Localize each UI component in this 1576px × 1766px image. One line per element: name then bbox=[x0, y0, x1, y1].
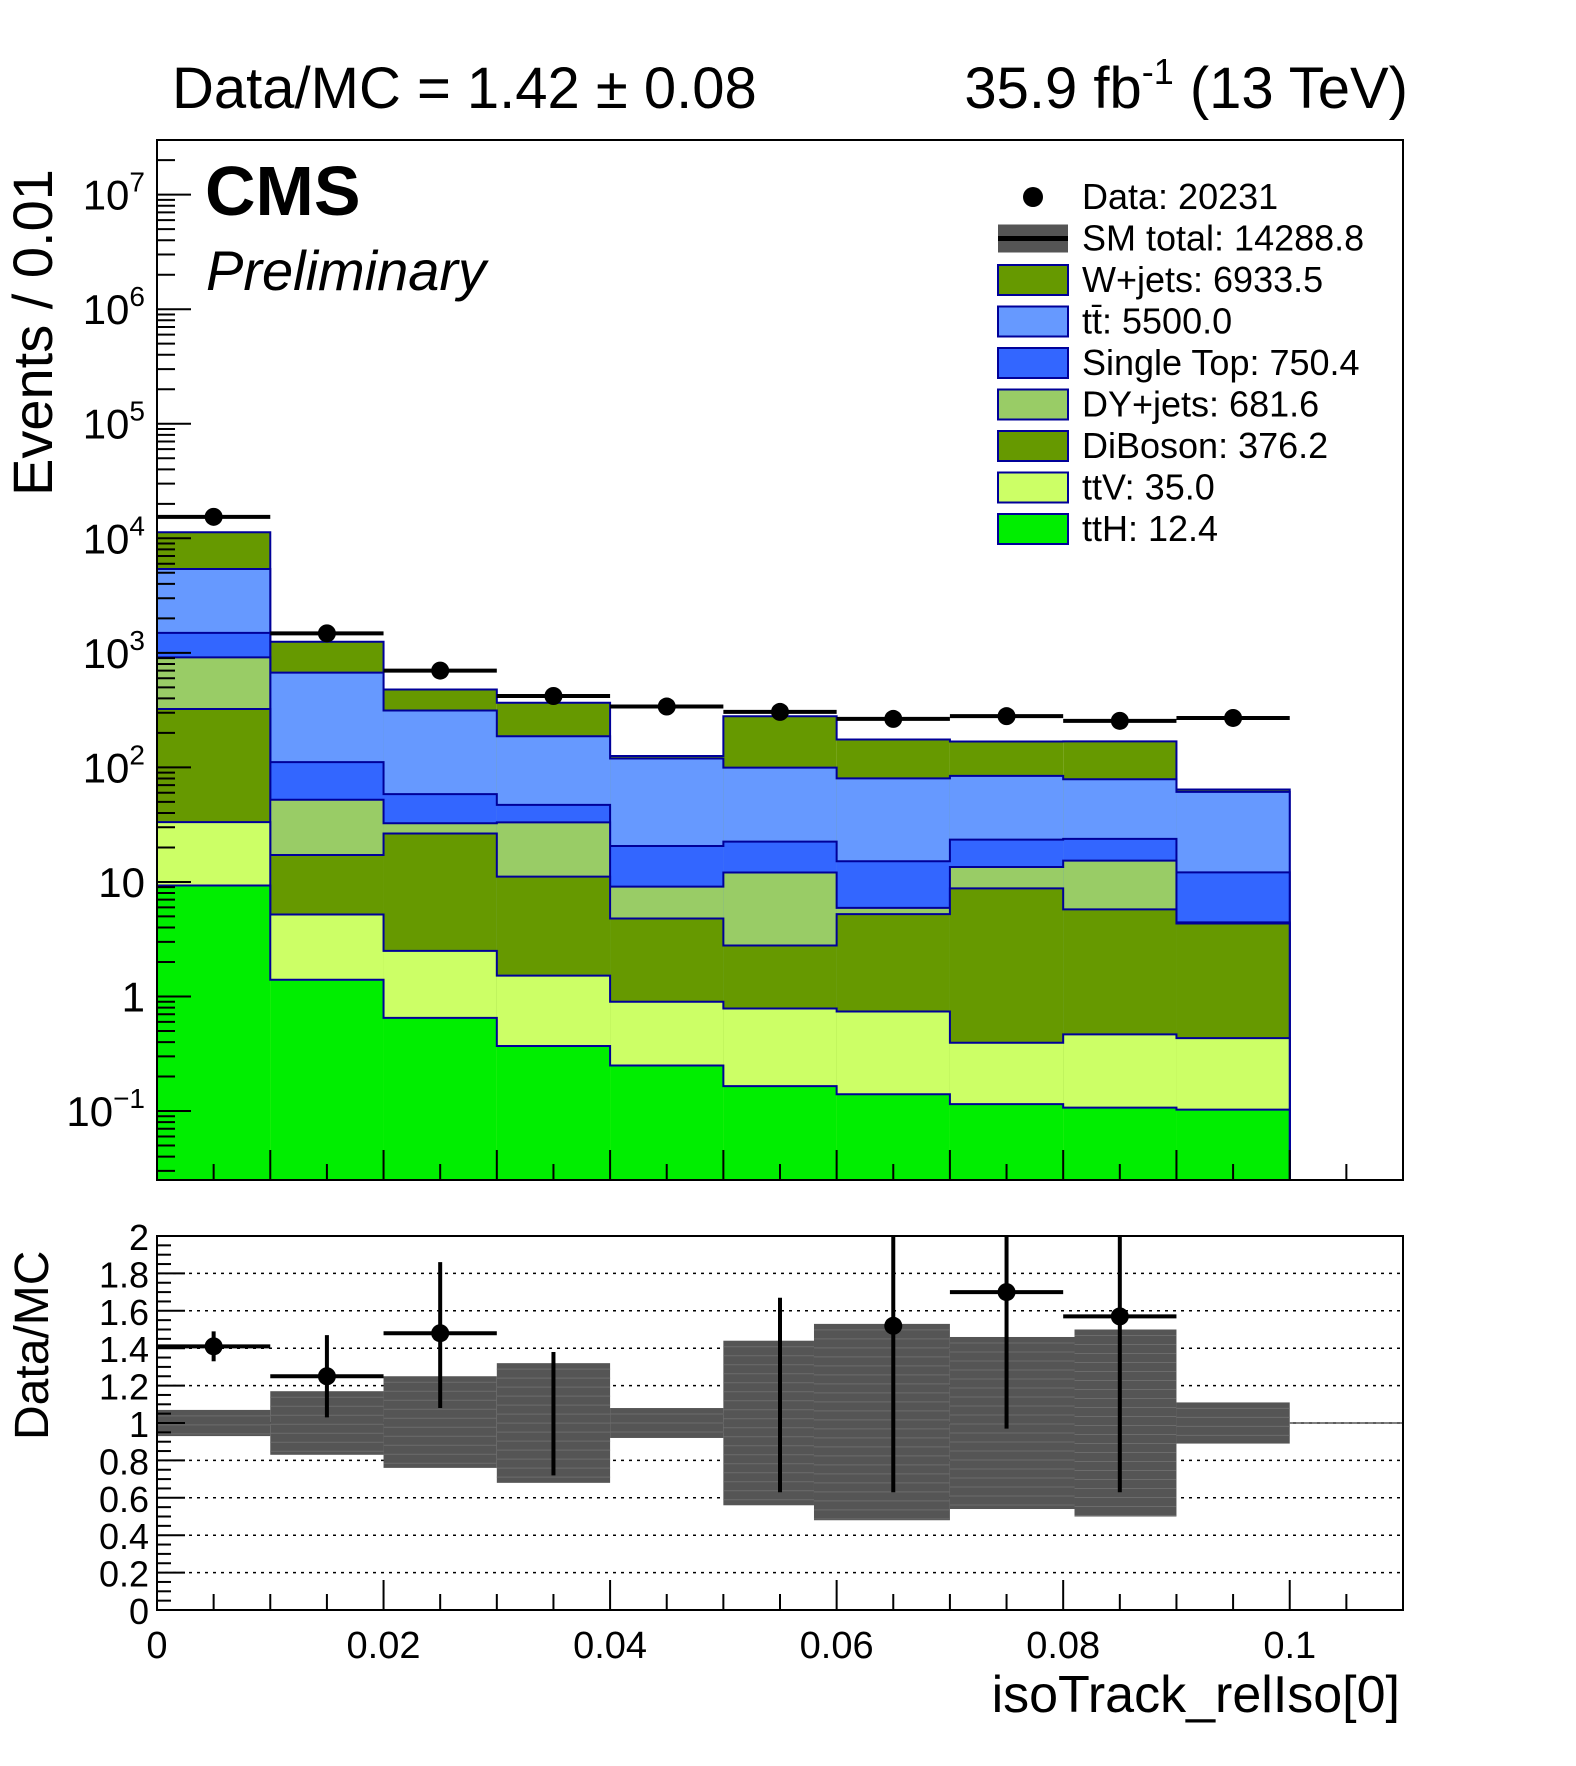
legend-box-ttv bbox=[997, 471, 1069, 504]
legend-box-dy-jets bbox=[997, 388, 1069, 421]
data-point-bin-0 bbox=[204, 507, 223, 526]
lumi-header: 35.9 fb-1 (13 TeV) bbox=[964, 51, 1408, 121]
preliminary-label: Preliminary bbox=[206, 239, 489, 302]
ratio-unc-band-bin-6 bbox=[813, 1323, 950, 1521]
ratio-y-tick-label: 1.8 bbox=[99, 1254, 149, 1295]
bar-tth-bin-4 bbox=[610, 1065, 724, 1180]
x-tick-label: 0.06 bbox=[800, 1625, 874, 1667]
data-point-bin-7 bbox=[997, 707, 1016, 726]
ratio-point-2 bbox=[431, 1324, 450, 1343]
data-mc-ratio-header: Data/MC = 1.42 ± 0.08 bbox=[172, 56, 757, 121]
legend-box-tth bbox=[997, 513, 1069, 545]
outline-single-top bbox=[156, 631, 1291, 1180]
y-tick-label: 107 bbox=[83, 167, 145, 219]
legend-label: DY+jets: 681.6 bbox=[1082, 384, 1319, 425]
y-tick-label: 102 bbox=[83, 739, 145, 791]
ratio-point-5 bbox=[884, 1316, 903, 1335]
legend-label: ttV: 35.0 bbox=[1082, 467, 1215, 508]
ratio-panel: 00.20.40.60.811.21.41.61.820 0.02 0.04 0.06… bbox=[99, 1217, 1404, 1667]
data-point-bin-3 bbox=[544, 687, 563, 706]
data-point-bin-6 bbox=[884, 709, 903, 728]
y-tick-label: 103 bbox=[83, 625, 145, 677]
y-tick-label: 1 bbox=[122, 973, 145, 1020]
legend-label: SM total: 14288.8 bbox=[1082, 218, 1364, 259]
outline-ttv bbox=[156, 821, 1291, 1180]
ratio-point-1 bbox=[317, 1367, 336, 1386]
ratio-unc-band-bin-9 bbox=[1176, 1402, 1290, 1444]
ratio-unc-band-bin-8 bbox=[1074, 1329, 1177, 1517]
outline-tth bbox=[156, 884, 1291, 1180]
ratio-point-0 bbox=[204, 1337, 223, 1356]
legend-label: ttH: 12.4 bbox=[1082, 508, 1218, 549]
data-point-bin-8 bbox=[1110, 711, 1129, 730]
bar-tth-bin-3 bbox=[496, 1045, 611, 1180]
x-tick-label: 0.04 bbox=[573, 1625, 647, 1667]
y-tick-label: 10 bbox=[98, 859, 145, 906]
main-y-axis-label: Events / 0.01 bbox=[1, 169, 64, 496]
legend-marker-data bbox=[1023, 187, 1043, 207]
data-point-bin-9 bbox=[1224, 708, 1243, 727]
ratio-unc-band-bin-7 bbox=[949, 1336, 1075, 1510]
data-point-bin-4 bbox=[657, 697, 676, 716]
legend-box-diboson bbox=[997, 430, 1069, 462]
ratio-y-tick-label: 0.4 bbox=[99, 1516, 149, 1557]
y-tick-label: 10−1 bbox=[66, 1083, 145, 1135]
bar-tth-bin-1 bbox=[270, 979, 384, 1180]
ratio-y-tick-label: 1.6 bbox=[99, 1292, 149, 1333]
y-tick-label: 105 bbox=[83, 396, 145, 448]
legend-box-single-top bbox=[997, 347, 1069, 379]
x-axis-label: isoTrack_relIso[0] bbox=[992, 1666, 1400, 1724]
ratio-y-tick-label: 0.8 bbox=[99, 1441, 149, 1482]
bar-tth-bin-2 bbox=[383, 1017, 497, 1180]
legend-label: tt̄: 5500.0 bbox=[1082, 301, 1232, 342]
data-point-bin-2 bbox=[431, 661, 450, 680]
ratio-y-tick-label: 0.6 bbox=[99, 1479, 149, 1520]
x-tick-label: 0.02 bbox=[347, 1625, 421, 1667]
ratio-point-6 bbox=[997, 1283, 1016, 1302]
ratio-unc-band-bin-5 bbox=[723, 1340, 814, 1506]
outline-dy-jets bbox=[156, 656, 1291, 1180]
bar-tth-bin-0 bbox=[157, 885, 271, 1180]
ratio-y-tick-label: 1.4 bbox=[99, 1329, 149, 1370]
ratio-y-tick-label: 0.2 bbox=[99, 1554, 149, 1595]
legend-label: Single Top: 750.4 bbox=[1082, 342, 1360, 383]
legend-box-w-jets bbox=[997, 264, 1069, 296]
x-tick-label: 0 bbox=[146, 1625, 167, 1667]
x-tick-label: 0.08 bbox=[1026, 1625, 1100, 1667]
legend-label: DiBoson: 376.2 bbox=[1082, 425, 1328, 466]
y-tick-label: 106 bbox=[83, 281, 145, 333]
ratio-y-tick-label: 1.2 bbox=[99, 1367, 149, 1408]
outline-tt bbox=[156, 568, 1291, 1180]
legend-box-tt bbox=[997, 305, 1069, 338]
legend-label: W+jets: 6933.5 bbox=[1082, 259, 1323, 300]
ratio-y-axis-label: Data/MC bbox=[6, 1251, 59, 1440]
legend-label: Data: 20231 bbox=[1082, 176, 1278, 217]
ratio-point-7 bbox=[1110, 1307, 1129, 1326]
cms-label: CMS bbox=[205, 152, 361, 230]
x-tick-label: 0.1 bbox=[1263, 1625, 1316, 1667]
ratio-y-tick-label: 0 bbox=[129, 1591, 149, 1632]
data-point-bin-5 bbox=[771, 702, 789, 721]
ratio-y-tick-label: 1 bbox=[129, 1404, 149, 1445]
y-tick-label: 104 bbox=[83, 510, 145, 562]
outline-diboson bbox=[156, 708, 1291, 1180]
data-point-bin-1 bbox=[317, 624, 336, 643]
ratio-y-tick-label: 2 bbox=[129, 1217, 149, 1258]
